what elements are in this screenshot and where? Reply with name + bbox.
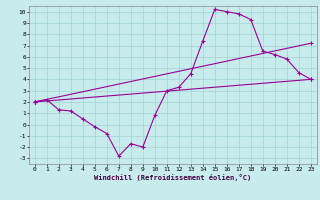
X-axis label: Windchill (Refroidissement éolien,°C): Windchill (Refroidissement éolien,°C) (94, 174, 252, 181)
